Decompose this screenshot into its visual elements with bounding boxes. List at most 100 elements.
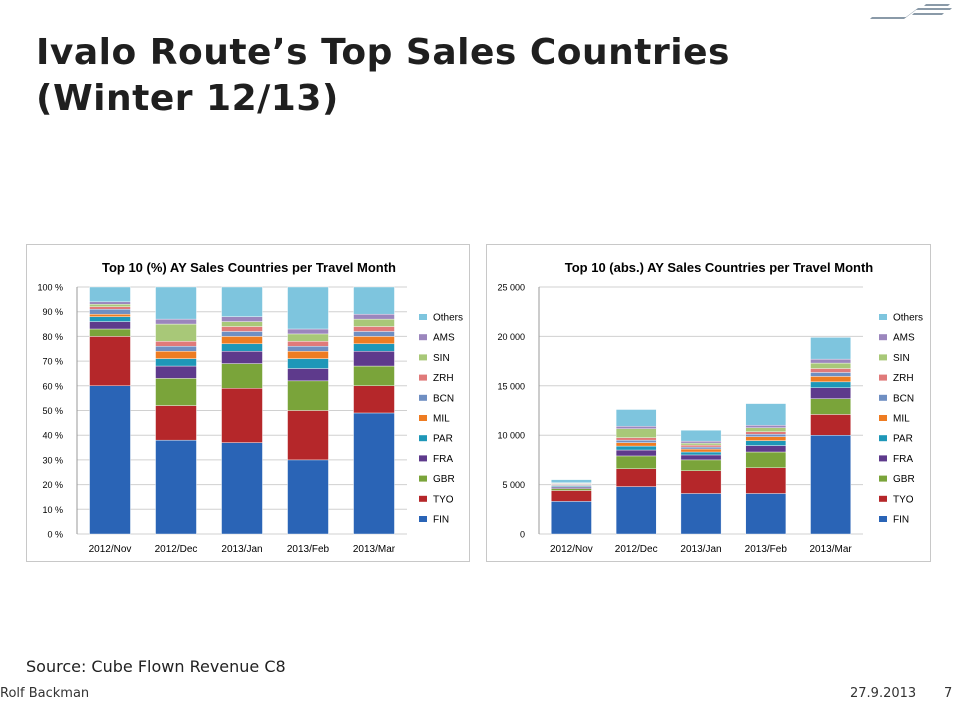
chart-percent: Top 10 (%) AY Sales Countries per Travel…	[26, 244, 470, 562]
chart1-bar-par	[155, 358, 197, 367]
chart2-bar-sin	[615, 428, 657, 438]
chart1-bar-ams	[287, 328, 329, 335]
chart1-legend-swatch	[419, 415, 427, 421]
chart1-legend-swatch	[419, 435, 427, 442]
chart1-bar-mil	[287, 351, 329, 359]
chart2-bar-gbr	[680, 459, 722, 471]
chart2-legend-swatch	[879, 495, 887, 502]
chart1-bar-sin	[353, 318, 395, 327]
chart1-legend-swatch	[419, 334, 427, 341]
chart2-bar-others	[615, 409, 657, 427]
chart2-bar-tyo	[680, 470, 722, 494]
chart2-bar-tyo	[745, 467, 787, 494]
chart2-bar-ams	[810, 358, 851, 364]
chart1-x-tick-label: 2013/Jan	[221, 544, 262, 555]
chart2-bar-zrh	[615, 437, 657, 441]
chart2-bar-sin	[810, 362, 851, 369]
chart2-bar-bcn	[745, 434, 787, 437]
chart1-legend-label: PAR	[433, 434, 453, 445]
chart2-bar-mil	[680, 448, 722, 453]
chart1-y-tick-label: 90 %	[42, 307, 63, 317]
chart1-bar-zrh	[287, 341, 329, 347]
title-line-1: Ivalo Route’s Top Sales Countries	[36, 32, 730, 73]
chart1-y-tick-label: 80 %	[42, 332, 63, 342]
chart1-y-tick-label: 10 %	[42, 505, 63, 515]
chart1-bar-ams	[353, 313, 395, 320]
chart1-bar-fin	[221, 442, 263, 535]
chart1-bar-fin	[89, 385, 131, 535]
chart1-bar-bcn	[287, 346, 329, 352]
chart2-y-tick-label: 0	[520, 530, 525, 540]
chart2-bar-fra	[810, 387, 851, 399]
chart2-bar-fra	[745, 445, 787, 453]
chart1-y-tick-label: 60 %	[42, 381, 63, 391]
chart-percent-svg: Top 10 (%) AY Sales Countries per Travel…	[37, 260, 463, 555]
chart1-bar-others	[89, 286, 131, 303]
chart1-legend-swatch	[419, 374, 427, 381]
chart2-bar-zrh	[745, 431, 787, 435]
chart1-bar-others	[221, 286, 263, 317]
chart2-legend-label: FRA	[893, 454, 913, 465]
chart1-y-tick-label: 100 %	[37, 283, 63, 293]
chart2-legend-label: FIN	[893, 515, 909, 526]
chart2-bar-par	[615, 445, 657, 451]
chart1-legend-swatch	[419, 354, 427, 361]
chart2-x-tick-label: 2013/Feb	[745, 544, 788, 555]
chart1-bar-fra	[353, 351, 395, 367]
chart1-bar-ams	[221, 316, 263, 322]
source-note: Source: Cube Flown Revenue C8	[26, 657, 286, 676]
chart2-x-tick-label: 2012/Nov	[550, 544, 593, 555]
chart1-legend-label: SIN	[433, 353, 450, 364]
chart1-y-tick-label: 0 %	[47, 530, 63, 540]
chart1-bar-ams	[155, 318, 197, 325]
chart-absolute-svg: Top 10 (abs.) AY Sales Countries per Tra…	[497, 260, 923, 555]
chart1-title: Top 10 (%) AY Sales Countries per Travel…	[102, 260, 396, 275]
chart1-bar-others	[155, 286, 197, 320]
footer-date: 27.9.2013	[850, 686, 917, 701]
chart2-legend-swatch	[879, 435, 887, 442]
chart1-legend-swatch	[419, 455, 427, 462]
chart2-x-tick-label: 2012/Dec	[615, 544, 658, 555]
chart2-legend-label: ZRH	[893, 373, 914, 384]
chart2-bar-bcn	[680, 446, 722, 450]
chart2-bar-others	[680, 430, 722, 442]
chart2-legend-label: Others	[893, 313, 923, 324]
chart1-bar-sin	[221, 321, 263, 327]
chart1-bar-gbr	[89, 328, 131, 337]
chart1-x-tick-label: 2013/Feb	[287, 544, 330, 555]
chart2-y-tick-label: 10 000	[497, 431, 525, 441]
chart1-legend-label: FRA	[433, 454, 453, 465]
chart2-legend-swatch	[879, 314, 887, 320]
chart2-bar-ams	[745, 425, 787, 428]
chart1-bar-tyo	[353, 385, 395, 414]
chart1-legend-swatch	[419, 394, 427, 401]
chart2-bar-others	[810, 337, 851, 360]
chart1-y-tick-label: 50 %	[42, 406, 63, 416]
chart2-x-tick-label: 2013/Jan	[680, 544, 721, 555]
chart2-legend-label: AMS	[893, 333, 915, 344]
chart2-bar-others	[551, 479, 592, 483]
chart2-y-tick-label: 15 000	[497, 381, 525, 391]
chart2-bar-par	[745, 440, 787, 446]
chart1-bar-fin	[287, 459, 329, 535]
chart1-bar-par	[89, 316, 131, 322]
chart1-bar-zrh	[155, 341, 197, 347]
chart1-y-tick-label: 40 %	[42, 431, 63, 441]
chart2-bar-zrh	[810, 368, 851, 373]
chart2-y-tick-label: 20 000	[497, 332, 525, 342]
chart1-bar-fra	[89, 321, 131, 330]
chart2-legend-swatch	[879, 516, 887, 522]
chart1-bar-gbr	[353, 365, 395, 387]
chart2-title: Top 10 (abs.) AY Sales Countries per Tra…	[565, 260, 874, 275]
chart1-legend-label: TYO	[433, 494, 454, 505]
chart1-bar-gbr	[155, 378, 197, 406]
chart2-legend-swatch	[879, 475, 887, 482]
chart1-bar-par	[221, 343, 263, 352]
chart1-bar-fra	[287, 368, 329, 382]
chart1-bar-tyo	[89, 336, 131, 387]
chart-absolute: Top 10 (abs.) AY Sales Countries per Tra…	[486, 244, 931, 562]
chart2-bar-mil	[615, 442, 657, 447]
chart2-bar-zrh	[680, 444, 722, 448]
chart2-bar-fin	[615, 486, 657, 535]
footer-author: Rolf Backman	[0, 686, 90, 701]
